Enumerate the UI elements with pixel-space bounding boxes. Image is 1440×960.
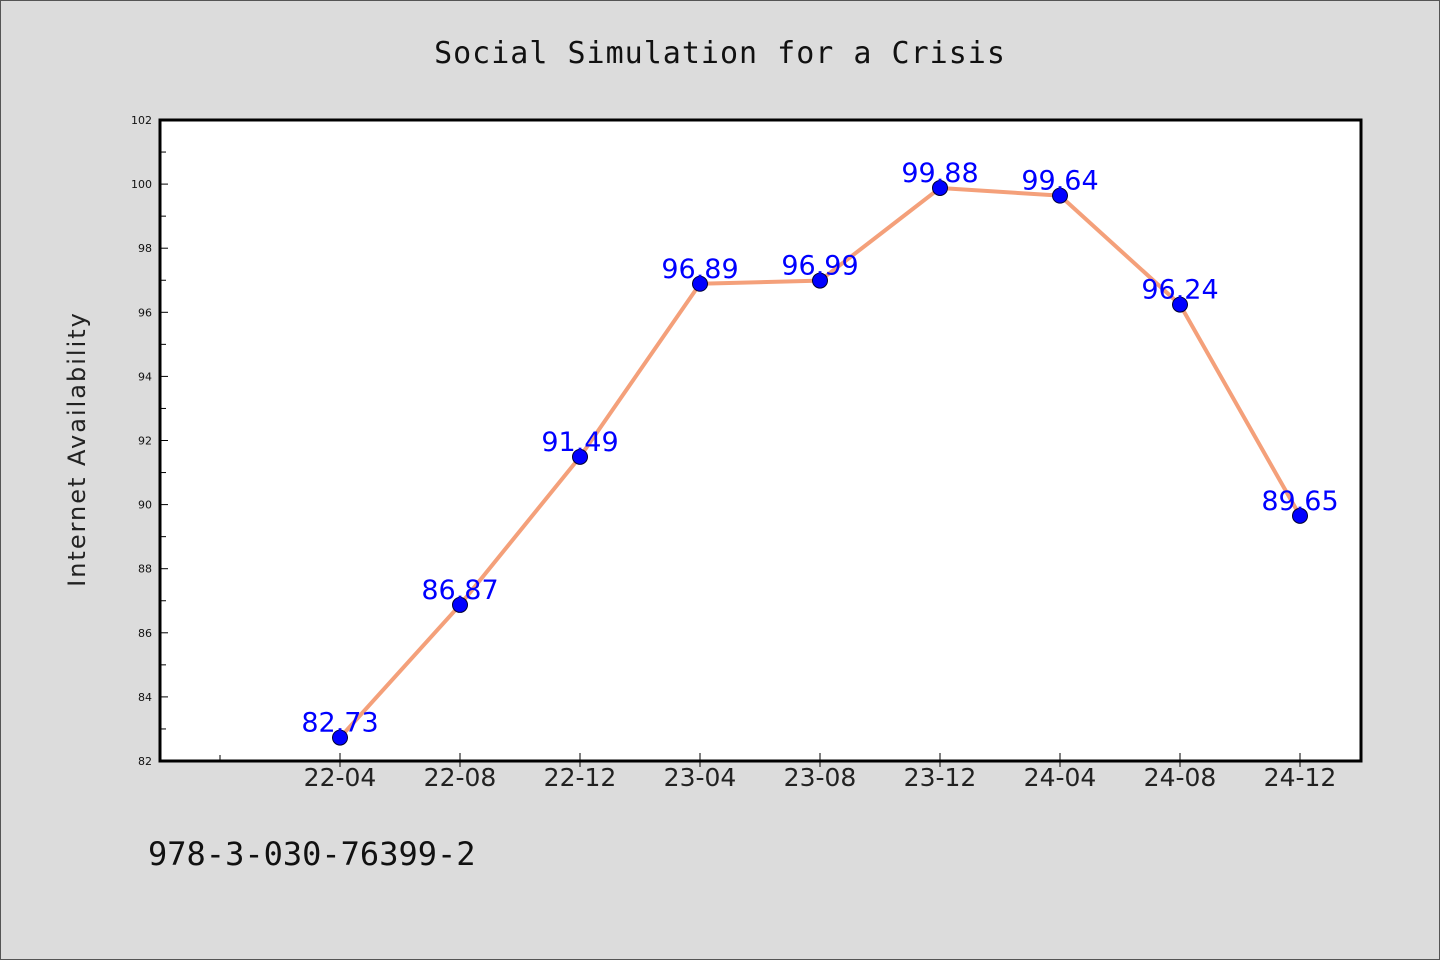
data-point [1172,296,1188,313]
data-label: 89.65 [1261,486,1338,517]
y-tick-label: 82 [138,755,152,768]
x-tick-label: 24-04 [1024,763,1097,792]
data-point [1052,187,1068,204]
data-label: 99.88 [901,158,978,189]
x-tick-label: 22-04 [304,763,377,792]
y-tick-label: 88 [138,563,152,576]
x-tick-label: 24-12 [1264,763,1337,792]
y-tick-label: 86 [138,627,152,640]
plot-frame [158,118,1363,763]
y-axis-label: Internet Availability [63,311,91,587]
x-axis-ticks: 22-04 22-08 22-12 23-04 23-08 23-12 24-04 24-08… [219,753,1337,792]
x-tick-label: 23-12 [904,763,977,792]
x-tick-label: 23-08 [784,763,857,792]
x-tick-label: 22-12 [544,763,617,792]
data-label: 86.87 [421,575,498,606]
y-tick-label: 98 [138,242,152,255]
data-point [692,275,708,292]
x-tick-label: 24-08 [1144,763,1217,792]
data-label: 96.89 [661,254,738,285]
data-label: 96.24 [1141,275,1218,306]
data-point [1292,507,1308,524]
data-label: 82.73 [301,708,378,739]
data-point [452,596,468,613]
chart-title: Social Simulation for a Crisis [434,36,1006,71]
x-tick-label: 23-04 [664,763,737,792]
data-label: 96.99 [781,251,858,282]
y-tick-label: 100 [131,178,152,191]
data-label: 91.49 [541,427,618,458]
data-point [932,179,948,196]
y-tick-label: 94 [138,370,152,383]
isbn-text: 978-3-030-76399-2 [148,835,476,873]
data-point [572,448,588,465]
y-tick-label: 84 [138,691,152,704]
data-label: 99.64 [1021,166,1098,197]
data-point [812,272,828,289]
y-tick-label: 90 [138,499,152,512]
series-layer: 82.73 86.87 91.49 96.89 96.99 99.88 99.64 96.24… [301,158,1339,746]
plot-area [160,120,1361,761]
y-tick-label: 96 [138,306,152,319]
y-tick-label: 92 [138,435,152,448]
y-tick-label: 102 [131,114,152,127]
data-point [332,729,348,746]
x-tick-label: 22-08 [424,763,497,792]
